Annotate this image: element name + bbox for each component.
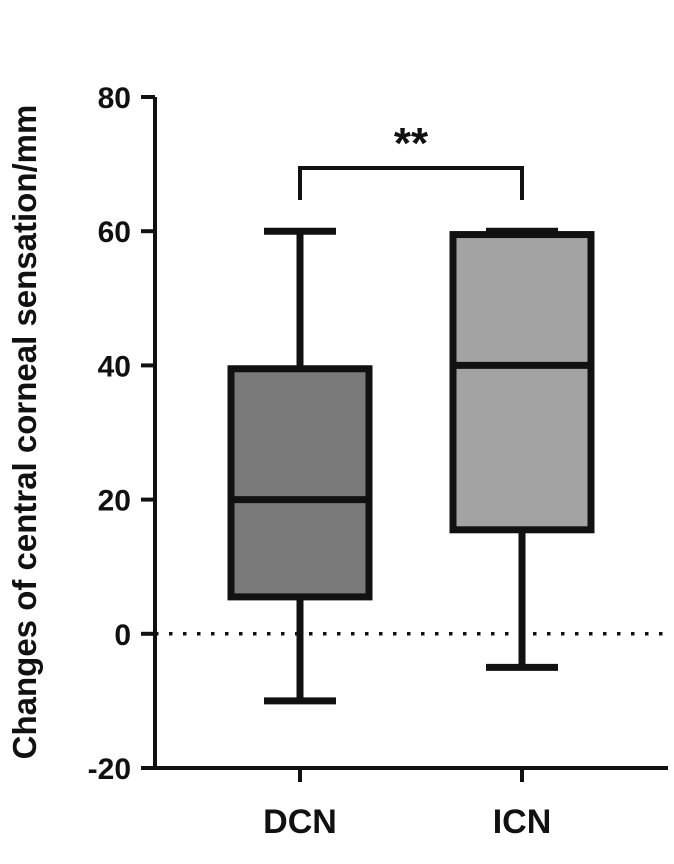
y-tick-label: 0 xyxy=(114,619,131,652)
y-tick-label: 80 xyxy=(98,82,131,115)
y-tick-label: 60 xyxy=(98,216,131,249)
y-tick-label: -20 xyxy=(88,753,131,786)
plot-area: -20 0 20 40 60 80 DCN ICN ** xyxy=(88,82,668,841)
x-category-label: ICN xyxy=(493,803,552,841)
y-axis-title: Changes of central corneal sensation/mm xyxy=(6,105,43,760)
y-tick-label: 40 xyxy=(98,350,131,383)
box-dcn xyxy=(227,365,373,601)
x-category-label: DCN xyxy=(263,803,337,841)
significance-label: ** xyxy=(394,119,429,168)
y-tick-label: 20 xyxy=(98,485,131,518)
box-icn xyxy=(449,231,595,534)
significance-bracket xyxy=(298,166,524,200)
